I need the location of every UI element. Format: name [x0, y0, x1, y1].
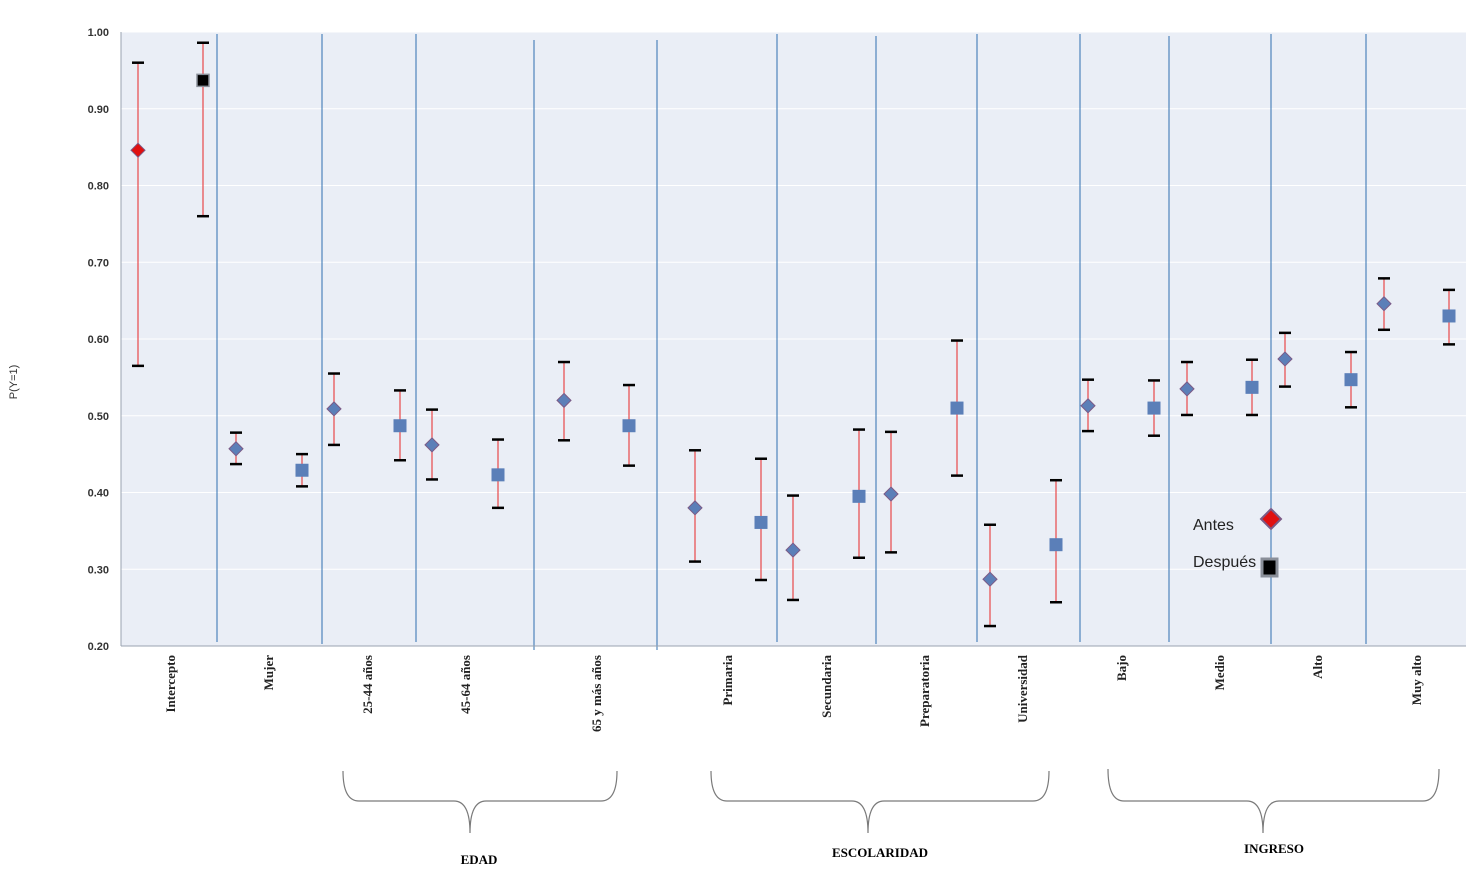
category-label: Bajo [1114, 655, 1129, 681]
despues-point [393, 419, 407, 433]
y-tick-label: 0.50 [88, 411, 109, 423]
antes-point [1179, 381, 1195, 397]
despues-point [950, 401, 964, 415]
despues-point [754, 515, 768, 529]
group-label: ESCOLARIDAD [832, 845, 928, 860]
category-label: Intercepto [163, 655, 178, 713]
legend-label-antes: Antes [1193, 517, 1234, 534]
despues-point [1344, 373, 1358, 387]
despues-point [622, 419, 636, 433]
group-braces: EDAD ESCOLARIDAD INGRESO [342, 768, 1440, 867]
antes-point [556, 392, 572, 409]
markers [130, 73, 1456, 587]
category-label: 45-64 años [458, 655, 473, 714]
legend-label-despues: Después [1193, 554, 1256, 571]
group-label: INGRESO [1244, 841, 1304, 856]
legend-marker-despues [1260, 557, 1279, 578]
antes-point [424, 437, 440, 453]
group-brace [342, 770, 618, 834]
category-label: Mujer [261, 655, 276, 691]
antes-point [1080, 398, 1096, 414]
antes-point [326, 401, 342, 417]
despues-point [295, 463, 309, 477]
legend: Antes Después [1193, 507, 1283, 578]
y-tick-labels: 0.20 0.30 0.40 0.50 0.60 0.70 0.80 0.90 1.00 [88, 27, 109, 653]
antes-point [1376, 295, 1392, 312]
antes-point [982, 571, 998, 587]
category-label: 65 y más años [589, 655, 604, 732]
gridlines [121, 31, 1466, 570]
despues-point [491, 468, 505, 482]
category-separators [216, 34, 1367, 650]
legend-marker-antes [1259, 507, 1283, 531]
category-label: Alto [1310, 655, 1325, 679]
category-label: 25-44 años [360, 655, 375, 714]
category-label: Universidad [1015, 654, 1030, 723]
category-label: Muy alto [1409, 655, 1424, 705]
despues-point [196, 73, 210, 88]
despues-point [1049, 538, 1063, 552]
y-tick-label: 0.30 [88, 564, 109, 576]
y-tick-label: 0.70 [88, 257, 109, 269]
antes-point [883, 486, 899, 502]
despues-point [1442, 309, 1456, 323]
category-label: Primaria [720, 655, 735, 706]
y-tick-label: 0.90 [88, 104, 109, 116]
y-tick-label: 1.00 [88, 27, 109, 39]
antes-point [228, 441, 244, 457]
error-bars [132, 41, 1455, 628]
group-brace [710, 770, 1050, 834]
category-label: Preparatoria [917, 655, 932, 727]
group-brace [1107, 768, 1440, 834]
category-labels: Intercepto Mujer 25-44 años 45-64 años 65 y … [163, 654, 1424, 732]
despues-point [1245, 380, 1259, 394]
group-label: EDAD [461, 852, 498, 867]
category-label: Medio [1212, 655, 1227, 690]
category-label: Secundaria [819, 655, 834, 718]
despues-point [1147, 401, 1161, 415]
y-tick-label: 0.20 [88, 641, 109, 653]
antes-point [687, 500, 703, 516]
y-axis-label: P(Y=1) [8, 365, 20, 400]
antes-point [1277, 351, 1293, 367]
y-tick-label: 0.40 [88, 488, 109, 500]
y-tick-label: 0.60 [88, 334, 109, 346]
antes-point [785, 542, 801, 558]
y-tick-label: 0.80 [88, 181, 109, 193]
antes-point [130, 142, 146, 158]
despues-point [852, 489, 866, 503]
